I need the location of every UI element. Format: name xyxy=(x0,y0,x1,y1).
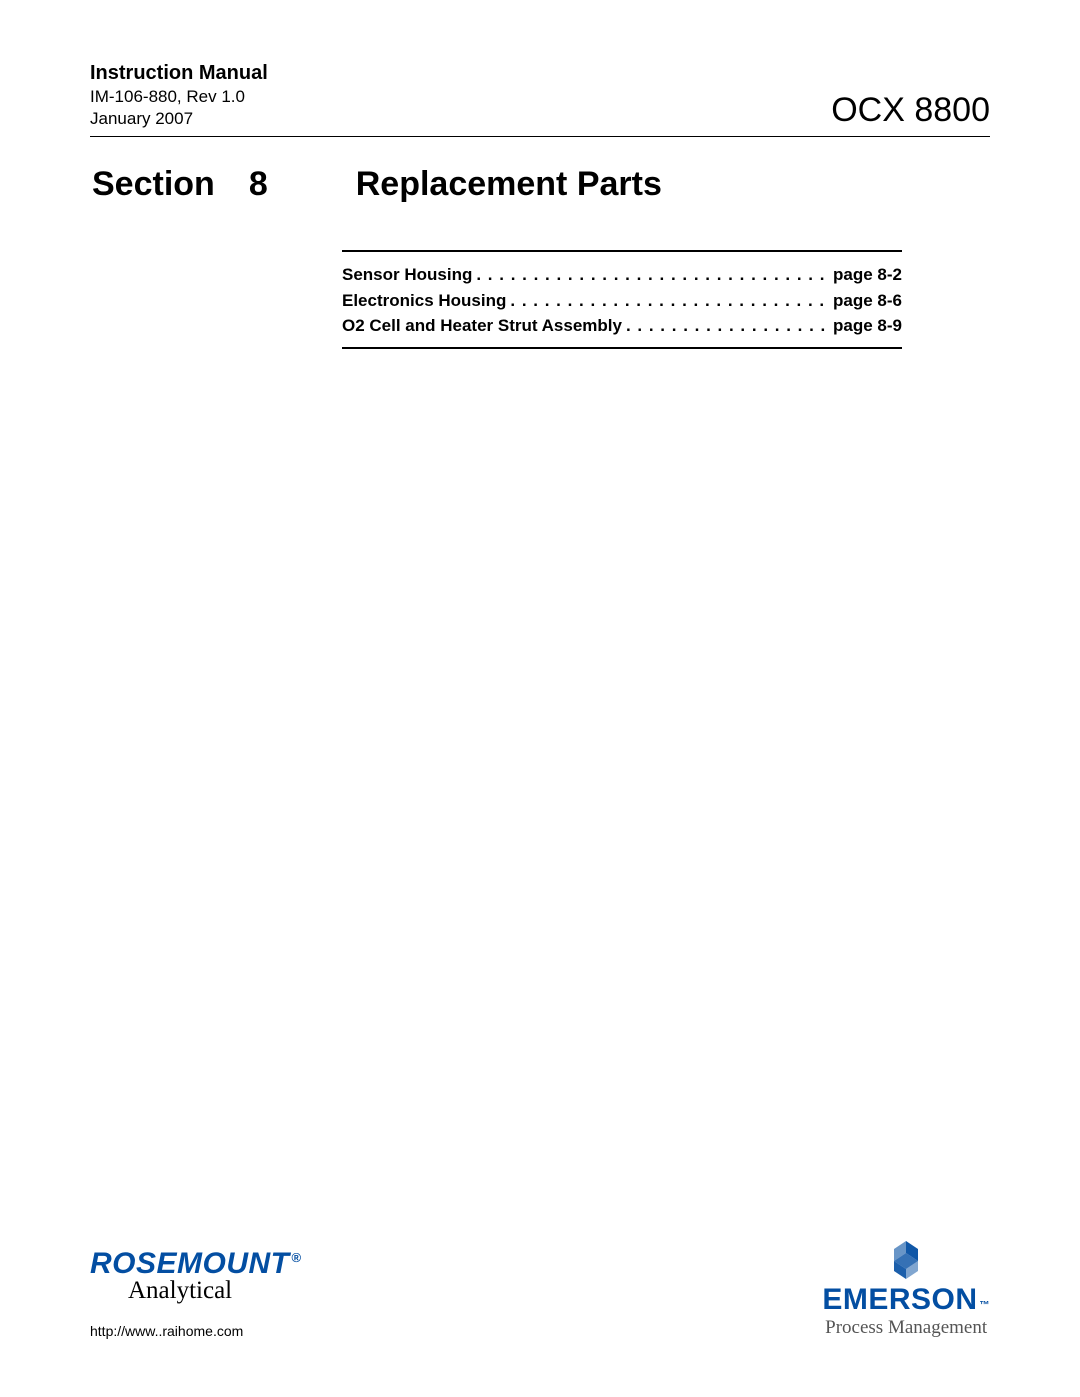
trademark-icon: ™ xyxy=(980,1301,991,1311)
emerson-name: EMERSON ™ xyxy=(822,1285,990,1315)
footer-left: ROSEMOUNT ® Analytical http://www..raiho… xyxy=(90,1249,302,1339)
footer-url: http://www..raihome.com xyxy=(90,1323,302,1339)
table-of-contents: Sensor Housing page 8-2 Electronics Hous… xyxy=(342,250,902,349)
toc-leader-dots xyxy=(510,288,829,314)
toc-row: Sensor Housing page 8-2 xyxy=(342,262,902,288)
toc-leader-dots xyxy=(476,262,829,288)
page-header: Instruction Manual IM-106-880, Rev 1.0 J… xyxy=(90,60,990,137)
toc-label: Electronics Housing xyxy=(342,288,506,314)
toc-page: page 8-9 xyxy=(833,313,902,339)
toc-label: O2 Cell and Heater Strut Assembly xyxy=(342,313,622,339)
section-title: Replacement Parts xyxy=(356,165,662,204)
rosemount-subtitle: Analytical xyxy=(128,1277,302,1305)
toc-leader-dots xyxy=(626,313,829,339)
emerson-helix-icon xyxy=(884,1237,928,1281)
manual-title: Instruction Manual xyxy=(90,60,268,86)
section-number: 8 xyxy=(249,165,268,204)
rosemount-name: ROSEMOUNT ® xyxy=(90,1249,302,1279)
section-label: Section xyxy=(92,165,215,204)
product-name: OCX 8800 xyxy=(831,91,990,130)
section-heading: Section 8 Replacement Parts xyxy=(90,165,990,204)
emerson-text: EMERSON xyxy=(822,1285,977,1315)
emerson-logo: EMERSON ™ Process Management xyxy=(822,1237,990,1339)
rosemount-text: ROSEMOUNT xyxy=(90,1249,290,1279)
toc-row: O2 Cell and Heater Strut Assembly page 8… xyxy=(342,313,902,339)
toc-label: Sensor Housing xyxy=(342,262,472,288)
header-left: Instruction Manual IM-106-880, Rev 1.0 J… xyxy=(90,60,268,130)
rosemount-logo: ROSEMOUNT ® Analytical xyxy=(90,1249,302,1305)
registered-mark-icon: ® xyxy=(292,1251,302,1264)
section-label-block: Section 8 xyxy=(92,165,268,204)
toc-page: page 8-2 xyxy=(833,262,902,288)
toc-page: page 8-6 xyxy=(833,288,902,314)
emerson-subtitle: Process Management xyxy=(825,1317,987,1339)
doc-number: IM-106-880, Rev 1.0 xyxy=(90,86,268,108)
page-footer: ROSEMOUNT ® Analytical http://www..raiho… xyxy=(90,1237,990,1339)
toc-row: Electronics Housing page 8-6 xyxy=(342,288,902,314)
doc-date: January 2007 xyxy=(90,108,268,130)
